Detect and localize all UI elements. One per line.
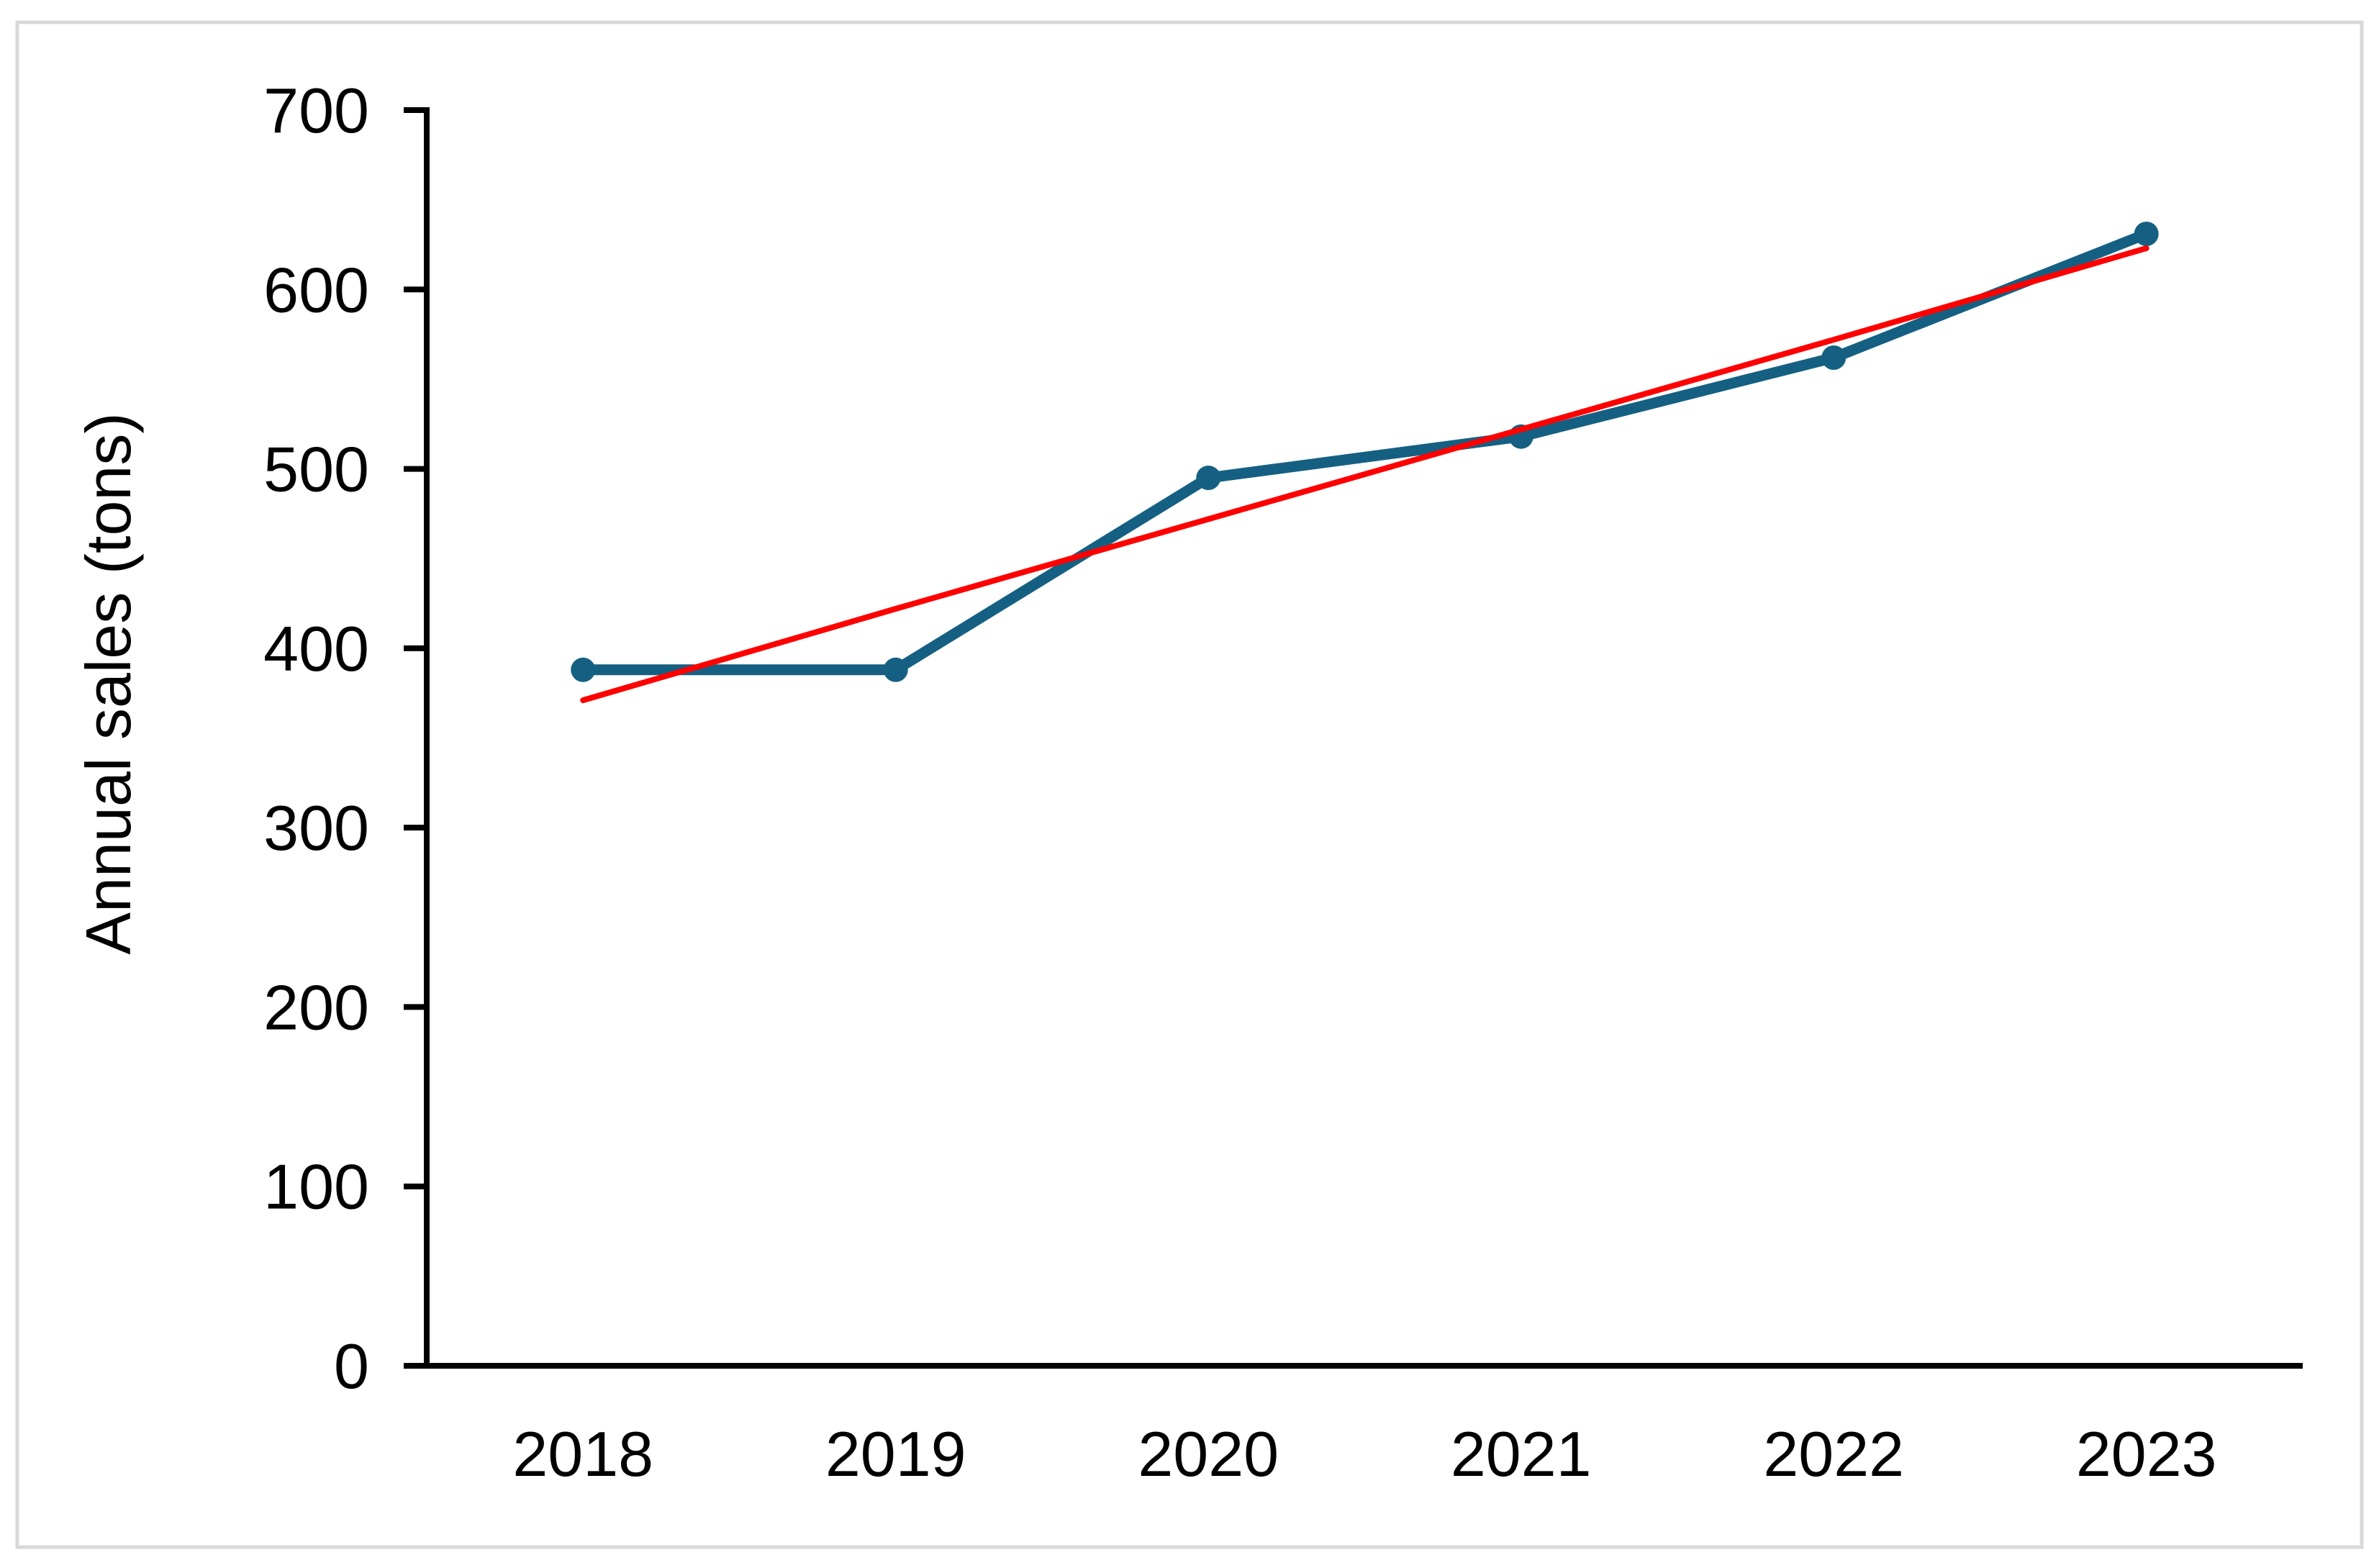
annual-sales-marker <box>571 657 596 682</box>
annual-sales-line <box>577 228 2152 676</box>
y-tick-label: 600 <box>263 254 369 325</box>
y-axis-tick-labels: 0 100 200 300 400 500 600 700 <box>263 75 369 1402</box>
y-tick-label: 100 <box>263 1151 369 1223</box>
annual-sales-marker <box>2134 222 2159 247</box>
x-tick-label: 2018 <box>512 1418 653 1490</box>
series-layer <box>571 222 2159 704</box>
x-tick-label: 2019 <box>825 1418 966 1490</box>
y-tick-label: 200 <box>263 971 369 1043</box>
x-tick-label: 2022 <box>1763 1418 1904 1490</box>
annual-sales-marker <box>883 657 908 682</box>
y-tick-label: 300 <box>263 792 369 864</box>
axes <box>404 107 2303 1369</box>
y-axis-title: Annual sales (tons) <box>73 412 144 954</box>
annual-sales-marker <box>1821 345 1846 371</box>
x-tick-label: 2021 <box>1451 1418 1592 1490</box>
x-axis-tick-labels: 2018 2019 2020 2021 2022 2023 <box>512 1418 2216 1490</box>
y-tick-label: 700 <box>263 75 369 146</box>
linear-trendline-line <box>580 245 2149 704</box>
y-tick-label: 400 <box>263 613 369 684</box>
x-tick-label: 2020 <box>1138 1418 1279 1490</box>
annual-sales-marker <box>1196 466 1221 491</box>
chart-frame-border <box>15 20 2364 1549</box>
y-tick-label: 500 <box>263 434 369 505</box>
x-tick-label: 2023 <box>2076 1418 2217 1490</box>
y-tick-label: 0 <box>334 1331 369 1402</box>
